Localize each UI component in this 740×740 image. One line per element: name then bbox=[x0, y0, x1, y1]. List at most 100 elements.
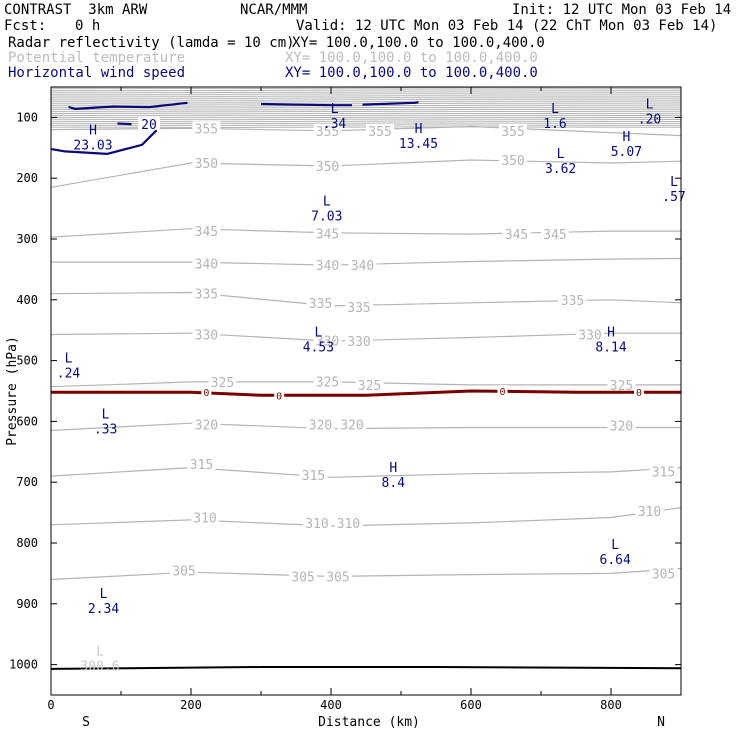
extremum-value: 3.62 bbox=[545, 162, 576, 177]
theta-contour-345 bbox=[51, 228, 681, 238]
reflectivity-contour-0 bbox=[51, 389, 681, 397]
extremum-value: 7.03 bbox=[311, 210, 342, 225]
theta-contour-label: 345 bbox=[543, 228, 566, 243]
label-mask bbox=[208, 374, 237, 388]
wind-contour-20 bbox=[260, 102, 352, 107]
extremum-value: .24 bbox=[57, 366, 81, 381]
theta-contour-label: 355 bbox=[368, 125, 391, 140]
extremum-type-L: L bbox=[331, 102, 339, 117]
label-mask bbox=[345, 300, 373, 314]
theta-band-line bbox=[51, 89, 681, 92]
theta-contour-label: 305 bbox=[291, 570, 314, 585]
extremum-type-L: L bbox=[551, 102, 559, 117]
plot-frame bbox=[50, 86, 682, 696]
theta-contour-label: 305 bbox=[652, 567, 675, 582]
theta-contour-label: 350 bbox=[195, 157, 218, 172]
theta-band-line bbox=[51, 112, 681, 115]
label-mask bbox=[649, 566, 678, 580]
theta-contour-330 bbox=[51, 332, 681, 342]
y-tick-label: 800 bbox=[16, 536, 38, 550]
extremum-value: 300.6 bbox=[80, 660, 119, 675]
field-xy-theta: XY= 100.0,100.0 to 100.0,400.0 bbox=[285, 50, 538, 66]
theta-contour-label: 310 bbox=[638, 505, 661, 520]
label-mask bbox=[607, 418, 636, 432]
y-tick-label: 200 bbox=[16, 171, 38, 185]
label-mask bbox=[299, 467, 328, 481]
extremum-type-L: L bbox=[670, 175, 678, 190]
label-mask bbox=[313, 159, 342, 173]
theta-contour-label: 335 bbox=[347, 301, 370, 316]
theta-band-line bbox=[51, 95, 681, 97]
reflectivity-contour-label: 0 bbox=[203, 388, 209, 399]
x-axis-title: Distance (km) bbox=[318, 715, 420, 730]
label-mask bbox=[289, 569, 317, 583]
reflectivity-contour-label: 0 bbox=[636, 388, 642, 399]
theta-contour-label: 340 bbox=[351, 259, 374, 274]
label-mask bbox=[192, 224, 221, 238]
label-mask bbox=[558, 292, 587, 306]
label-mask bbox=[607, 377, 636, 391]
theta-contour-340 bbox=[51, 257, 681, 266]
field-name-wind: Horizontal wind speed bbox=[8, 65, 186, 81]
label-mask bbox=[192, 417, 221, 431]
wind-contours: 20 bbox=[51, 101, 419, 155]
forecast-hour: 0 h bbox=[75, 18, 101, 34]
theta-band-line bbox=[51, 114, 681, 117]
extremum-value: .34 bbox=[323, 117, 347, 132]
y-tick-label: 1000 bbox=[9, 658, 38, 672]
y-tick-label: 600 bbox=[16, 414, 38, 428]
extremum-type-H: H bbox=[415, 122, 423, 137]
label-mask bbox=[355, 377, 384, 391]
label-mask bbox=[192, 327, 221, 341]
theta-contour-355 bbox=[51, 125, 681, 137]
label-mask bbox=[313, 374, 342, 388]
extremum-value: 1.6 bbox=[543, 117, 566, 132]
theta-contour-label: 355 bbox=[195, 122, 218, 137]
y-tick-label: 900 bbox=[16, 597, 38, 611]
extremum-type-L: L bbox=[314, 325, 322, 340]
extremum-value: 2.34 bbox=[88, 602, 119, 617]
theta-contour-label: 335 bbox=[309, 297, 332, 312]
extremum-value: 4.53 bbox=[303, 340, 334, 355]
theta-contours: 305 305 305 305 310 310 310 310 315 315 315 320 320 3… bbox=[51, 121, 681, 585]
label-mask bbox=[334, 515, 363, 529]
y-tick-label: 300 bbox=[16, 232, 38, 246]
theta-contour-350 bbox=[51, 159, 681, 188]
label-mask bbox=[635, 503, 664, 517]
wind-contour-20 bbox=[68, 101, 188, 110]
theta-contour-label: 355 bbox=[501, 125, 524, 140]
theta-contour-label: 330 bbox=[195, 328, 218, 343]
theta-contour-label: 340 bbox=[195, 257, 218, 272]
theta-band-line bbox=[51, 87, 681, 90]
label-mask bbox=[274, 389, 285, 401]
extremum-value: 23.03 bbox=[73, 138, 112, 153]
south-label: S bbox=[82, 715, 90, 730]
label-mask bbox=[366, 123, 394, 137]
label-mask bbox=[313, 123, 342, 137]
theta-contour-label: 320 bbox=[309, 418, 332, 433]
theta-contour-label: 350 bbox=[501, 154, 524, 169]
label-mask bbox=[170, 563, 198, 577]
theta-band-line bbox=[51, 110, 681, 113]
x-tick-label: 200 bbox=[180, 698, 202, 712]
label-mask bbox=[187, 456, 216, 470]
field-name-theta: Potential temperature bbox=[8, 50, 186, 66]
extremum-value: .20 bbox=[638, 112, 661, 127]
theta-contour-310 bbox=[51, 507, 681, 527]
label-mask bbox=[324, 569, 352, 583]
label-mask bbox=[192, 156, 221, 169]
extremum-type-H: H bbox=[89, 123, 97, 138]
theta-contour-label: 345 bbox=[195, 225, 218, 240]
label-mask bbox=[138, 117, 160, 131]
label-mask bbox=[313, 226, 342, 240]
x-tick-label: 800 bbox=[600, 698, 622, 712]
extremum-type-L: L bbox=[646, 97, 654, 112]
theta-band-line bbox=[51, 101, 681, 103]
label-mask bbox=[541, 227, 569, 241]
theta-contour-label: 315 bbox=[190, 458, 213, 473]
extremum-value: 8.4 bbox=[382, 476, 406, 491]
label-mask bbox=[348, 258, 377, 272]
theta-contour-label: 325 bbox=[211, 376, 234, 391]
theta-contour-label: 315 bbox=[652, 465, 675, 480]
